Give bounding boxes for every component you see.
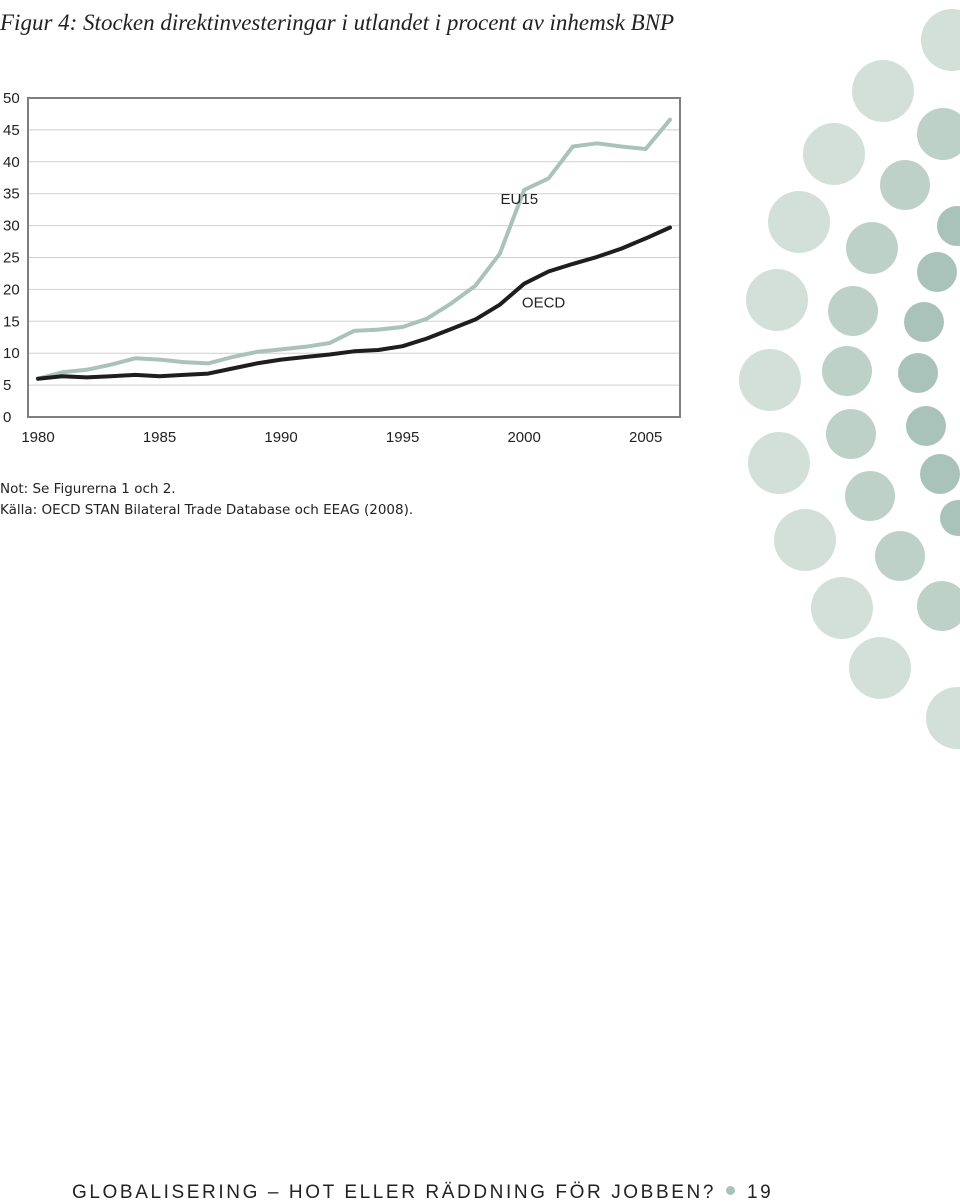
- y-tick-label: 15: [3, 313, 20, 330]
- decor-dot: [826, 409, 876, 459]
- series-lines: [36, 117, 672, 381]
- decor-dot: [898, 353, 938, 393]
- y-tick-label: 30: [3, 218, 20, 235]
- series-label-oecd: OECD: [522, 294, 566, 311]
- decor-dot: [917, 252, 957, 292]
- decor-dot: [845, 471, 895, 521]
- x-axis-ticks: 1980 1985 1990 1995 2000 2005: [21, 429, 662, 446]
- decor-dot: [937, 206, 960, 246]
- decor-dot: [746, 269, 808, 331]
- decor-dot: [921, 9, 960, 71]
- series-line-oecd: [36, 225, 672, 381]
- y-tick-label: 35: [3, 186, 20, 203]
- decor-dot: [926, 687, 960, 749]
- decor-dot: [768, 191, 830, 253]
- decor-dot: [748, 432, 810, 494]
- x-tick-label: 1995: [386, 429, 419, 446]
- x-tick-label: 2005: [629, 429, 662, 446]
- y-tick-label: 50: [3, 90, 20, 107]
- decor-dot: [803, 123, 865, 185]
- decor-dot: [774, 509, 836, 571]
- y-tick-label: 20: [3, 281, 20, 298]
- decor-dot: [811, 577, 873, 639]
- decor-dot: [846, 222, 898, 274]
- series-line-eu15: [36, 117, 672, 381]
- series-labels: EU15 OECD: [501, 191, 566, 311]
- decor-dot: [940, 500, 960, 536]
- decor-dot: [906, 406, 946, 446]
- decor-dot: [852, 60, 914, 122]
- grid-lines: [28, 129, 680, 386]
- decor-dot: [822, 346, 872, 396]
- decor-dot: [849, 637, 911, 699]
- decor-dot: [875, 531, 925, 581]
- y-tick-label: 45: [3, 122, 20, 139]
- page-number: 19: [747, 1182, 774, 1203]
- decor-dot: [920, 454, 960, 494]
- decor-dot: [917, 581, 960, 631]
- y-tick-label: 25: [3, 250, 20, 267]
- decor-dot: [904, 302, 944, 342]
- x-tick-label: 1990: [264, 429, 297, 446]
- decorative-dot-pattern: [739, 9, 960, 749]
- y-tick-label: 10: [3, 345, 20, 362]
- y-tick-label: 5: [3, 377, 11, 394]
- decor-dot: [917, 108, 960, 160]
- line-chart: 0 5 10 15 20 25 30 35 40 45 50 1980 1985 1990 1995 200…: [3, 90, 681, 446]
- figure-notes: Not: Se Figurerna 1 och 2. Källa: OECD S…: [0, 479, 413, 521]
- page-footer: GLOBALISERING – HOT ELLER RÄDDNING FÖR J…: [72, 1182, 773, 1204]
- decor-dot: [828, 286, 878, 336]
- footer-title: GLOBALISERING – HOT ELLER RÄDDNING FÖR J…: [72, 1182, 716, 1203]
- footer-dot-icon: [726, 1186, 735, 1196]
- y-tick-label: 40: [3, 154, 20, 171]
- source-text: Källa: OECD STAN Bilateral Trade Databas…: [0, 502, 414, 518]
- series-label-eu15: EU15: [501, 191, 539, 208]
- plot-frame: [27, 97, 681, 418]
- figure-title: Figur 4: Stocken direktinvesteringar i u…: [0, 10, 675, 35]
- decor-dot: [880, 160, 930, 210]
- y-tick-label: 0: [3, 409, 11, 426]
- note-text: Not: Se Figurerna 1 och 2.: [0, 481, 176, 497]
- x-tick-label: 1985: [143, 429, 176, 446]
- decor-dot: [739, 349, 801, 411]
- x-tick-label: 2000: [507, 429, 540, 446]
- y-axis-ticks: 0 5 10 15 20 25 30 35 40 45 50: [3, 90, 20, 426]
- x-tick-label: 1980: [21, 429, 54, 446]
